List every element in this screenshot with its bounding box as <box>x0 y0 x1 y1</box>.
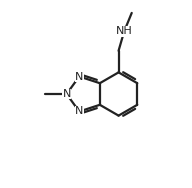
Text: NH: NH <box>116 26 132 36</box>
Text: N: N <box>75 71 84 82</box>
Text: N: N <box>62 89 71 99</box>
Text: N: N <box>75 106 84 117</box>
